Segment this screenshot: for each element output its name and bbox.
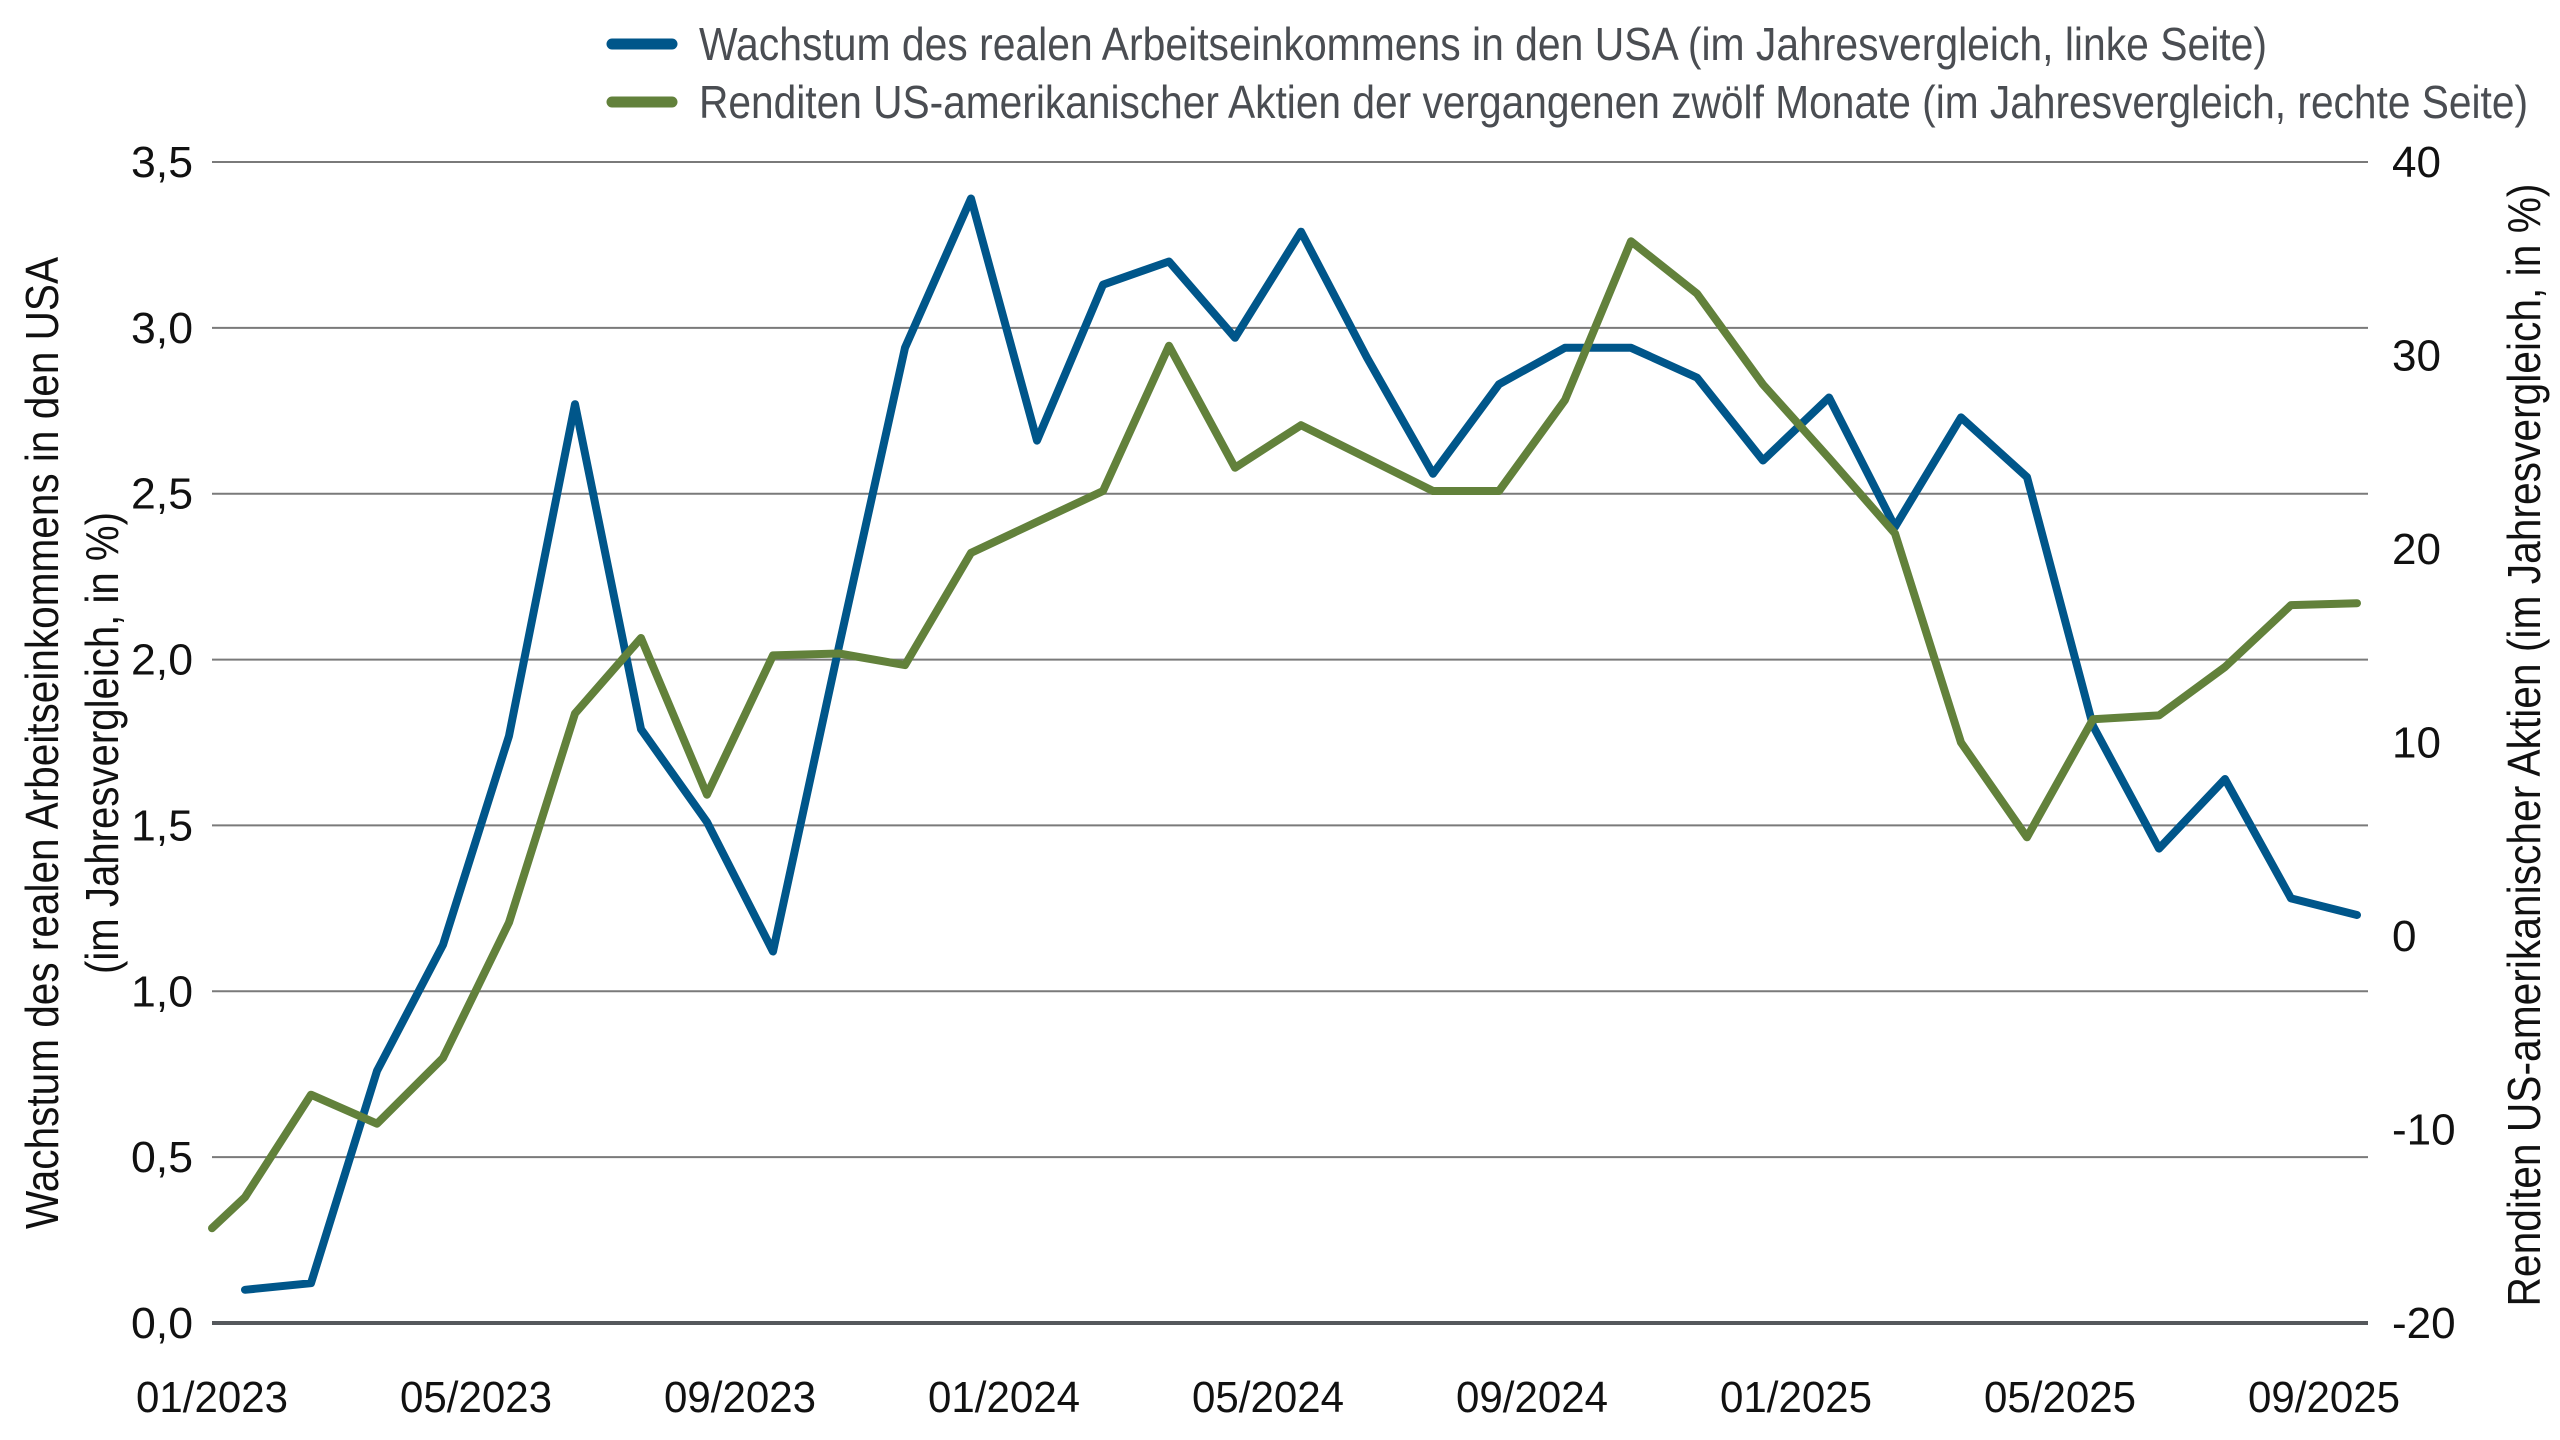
right-axis-title: Renditen US-amerikanischer Aktien (im Ja… xyxy=(2498,184,2550,1307)
left-tick-label: 2,5 xyxy=(131,470,193,519)
x-axis-ticks: 01/2023 05/2023 09/2023 01/2024 05/2024 09/20… xyxy=(136,1373,2400,1422)
right-tick-label: 40 xyxy=(2392,138,2441,187)
gridlines xyxy=(212,161,2368,1325)
right-tick-label: 30 xyxy=(2392,332,2441,381)
left-tick-label: 0,5 xyxy=(131,1133,193,1182)
series-line-stock-returns xyxy=(208,237,2361,1233)
x-tick-label: 05/2023 xyxy=(400,1373,552,1422)
x-tick-label: 01/2024 xyxy=(928,1373,1080,1422)
left-tick-label: 1,0 xyxy=(131,967,193,1016)
left-tick-label: 3,5 xyxy=(131,138,193,187)
left-tick-label: 0,0 xyxy=(131,1299,193,1348)
x-tick-label: 01/2025 xyxy=(1720,1373,1872,1422)
left-tick-label: 3,0 xyxy=(131,304,193,353)
right-tick-label: 20 xyxy=(2392,525,2441,574)
left-axis-title-line1: Wachstum des realen Arbeitseinkommens in… xyxy=(16,257,68,1229)
x-tick-label: 01/2023 xyxy=(136,1373,288,1422)
legend: Wachstum des realen Arbeitseinkommens in… xyxy=(606,18,2528,128)
x-tick-label: 09/2024 xyxy=(1456,1373,1608,1422)
right-tick-label: -20 xyxy=(2392,1299,2456,1348)
right-tick-label: -10 xyxy=(2392,1106,2456,1155)
legend-label-stock-returns: Renditen US-amerikanischer Aktien der ve… xyxy=(699,76,2528,128)
legend-label-labor-income: Wachstum des realen Arbeitseinkommens in… xyxy=(699,18,2267,70)
left-tick-label: 1,5 xyxy=(131,801,193,850)
left-tick-label: 2,0 xyxy=(131,636,193,685)
left-axis-ticks: 0,0 0,5 1,0 1,5 2,0 2,5 3,0 3,5 xyxy=(131,138,193,1348)
x-tick-label: 05/2025 xyxy=(1984,1373,2136,1422)
series-lines xyxy=(208,194,2361,1294)
right-tick-label: 10 xyxy=(2392,719,2441,768)
x-tick-label: 09/2025 xyxy=(2248,1373,2400,1422)
left-axis-title-line2: (im Jahresvergleich, in %) xyxy=(76,512,128,974)
right-axis-ticks: -20 -10 0 10 20 30 40 xyxy=(2392,138,2456,1348)
x-tick-label: 09/2023 xyxy=(664,1373,816,1422)
right-tick-label: 0 xyxy=(2392,912,2416,961)
x-tick-label: 05/2024 xyxy=(1192,1373,1344,1422)
